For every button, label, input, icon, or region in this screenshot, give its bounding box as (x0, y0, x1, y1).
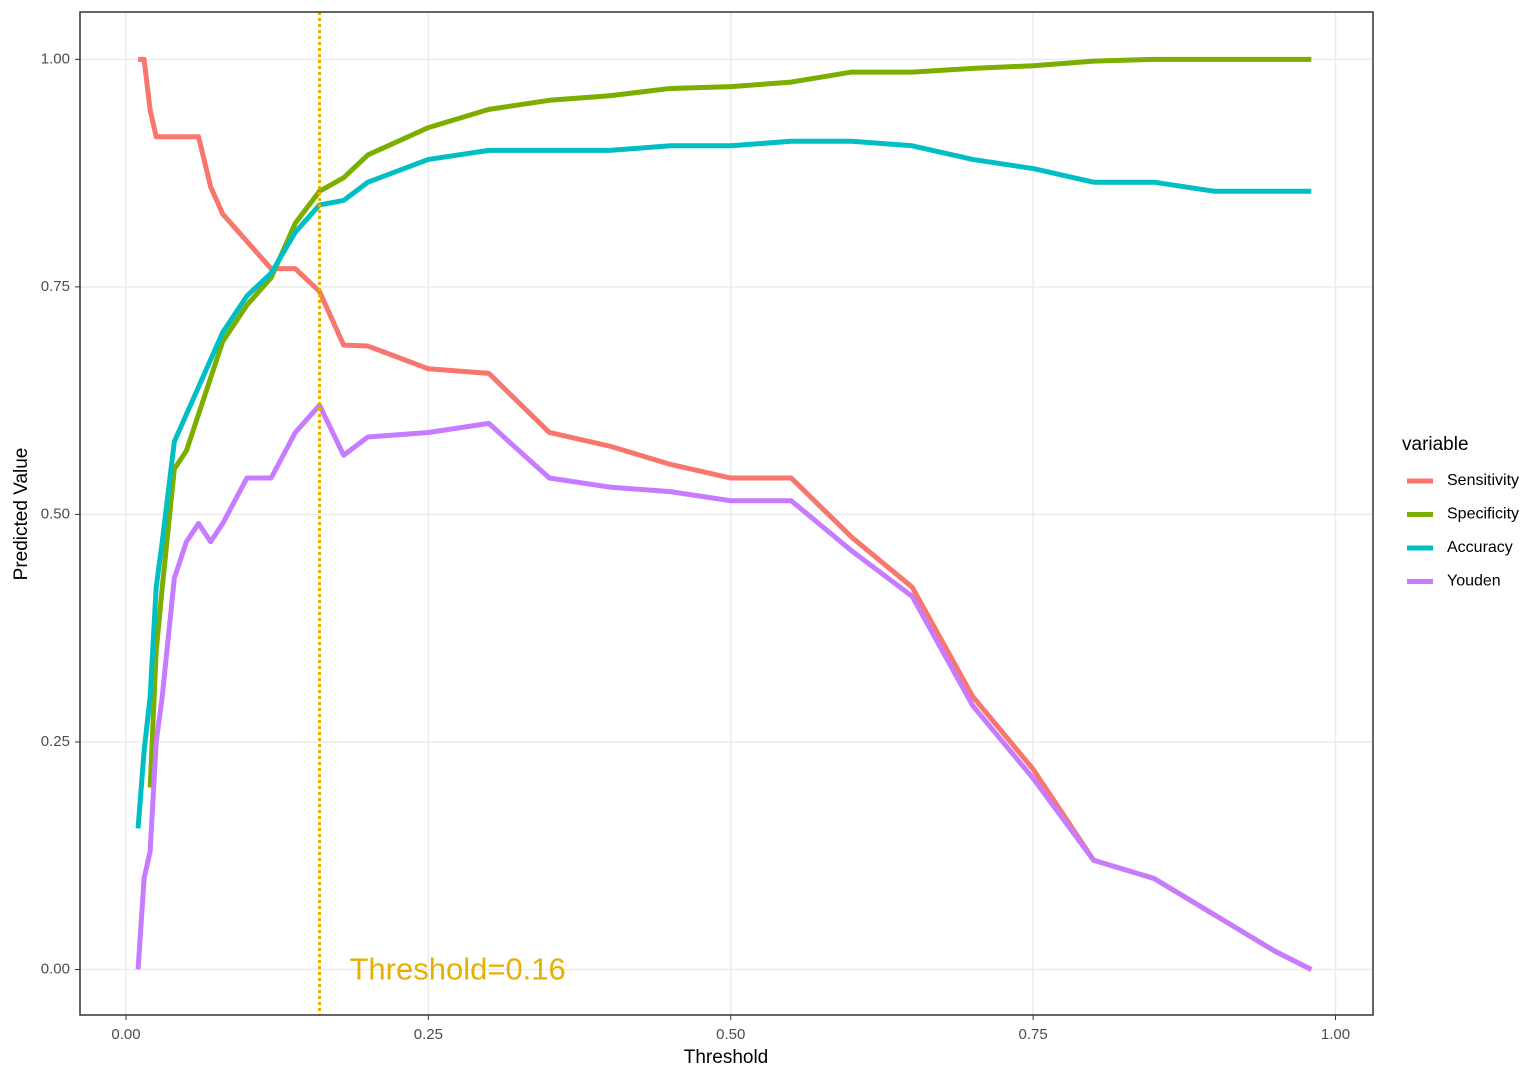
y-tick-label: 0.50 (41, 505, 70, 522)
x-tick-label: 0.75 (1019, 1026, 1048, 1043)
series-line (135, 138, 1312, 829)
y-tick-label: 1.00 (41, 50, 70, 67)
legend-label: Specificity (1447, 506, 1519, 523)
y-tick-label: 0.25 (41, 733, 70, 750)
x-tick-label: 0.00 (111, 1026, 140, 1043)
y-axis-title: Predicted Value (11, 448, 32, 581)
panel-border (79, 11, 1374, 1016)
series-line (147, 56, 1312, 788)
legend-label: Youden (1447, 573, 1501, 590)
y-tick-label: 0.00 (41, 960, 70, 977)
x-axis-title: Threshold (684, 1047, 769, 1068)
y-tick-label: 0.75 (41, 278, 70, 295)
x-tick-label: 0.25 (414, 1026, 443, 1043)
series-line (138, 56, 1313, 972)
threshold-label: Threshold=0.16 (349, 952, 565, 987)
x-tick-label: 1.00 (1321, 1026, 1350, 1043)
x-tick-label: 0.50 (716, 1026, 745, 1043)
legend-title: variable (1402, 434, 1469, 455)
legend-label: Accuracy (1447, 539, 1513, 556)
legend-label: Sensitivity (1447, 472, 1519, 489)
series-line (135, 402, 1313, 972)
